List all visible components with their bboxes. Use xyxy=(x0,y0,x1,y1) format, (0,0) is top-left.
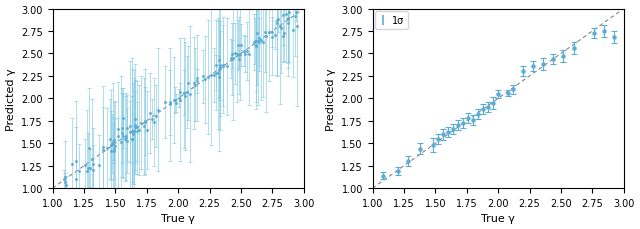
X-axis label: True γ: True γ xyxy=(481,213,515,224)
X-axis label: True γ: True γ xyxy=(161,213,195,224)
Y-axis label: Predicted γ: Predicted γ xyxy=(6,68,15,130)
Y-axis label: Predicted γ: Predicted γ xyxy=(326,68,335,130)
Legend: 1σ: 1σ xyxy=(376,12,408,30)
